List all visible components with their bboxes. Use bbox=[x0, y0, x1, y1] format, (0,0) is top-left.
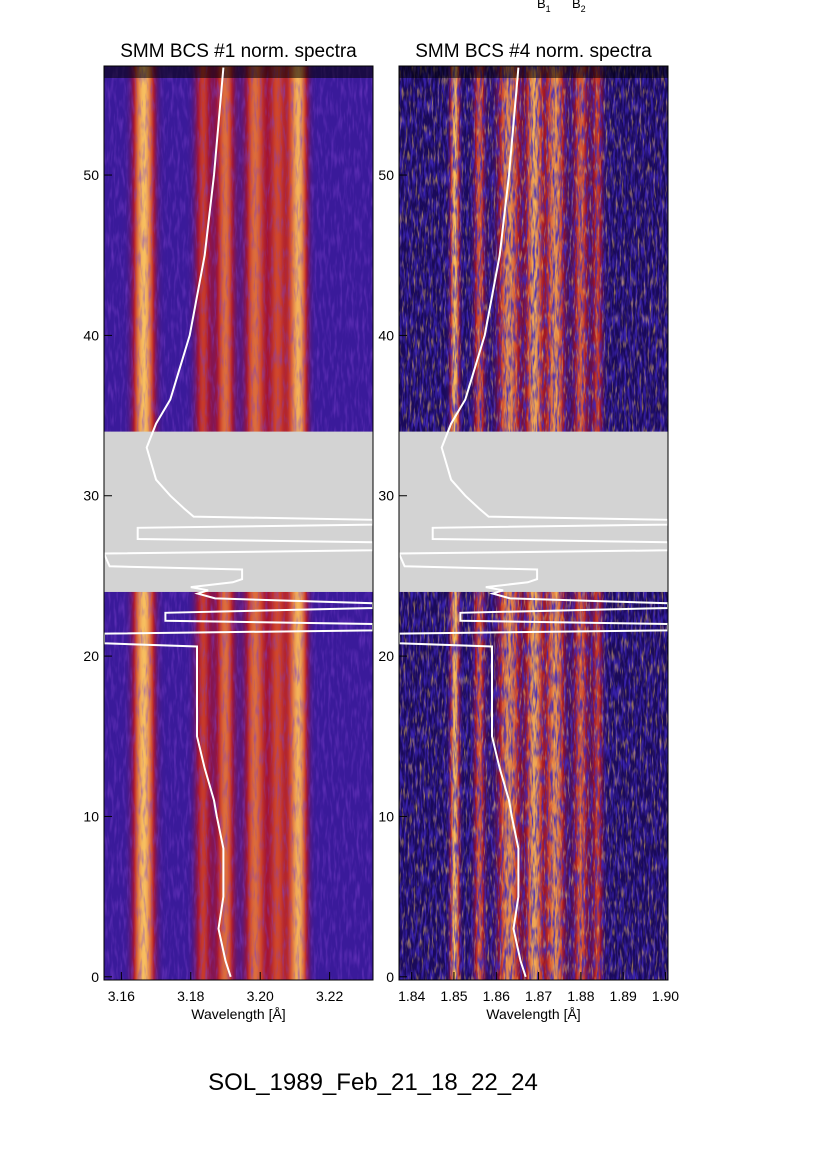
top-edge-band bbox=[399, 66, 668, 78]
x-tick-label: 3.22 bbox=[316, 988, 343, 1004]
x-tick-label: 1.89 bbox=[610, 988, 637, 1004]
y-tick-label: 0 bbox=[386, 969, 394, 985]
panel-title: SMM BCS #1 norm. spectra bbox=[120, 41, 357, 62]
y-tick-label: 40 bbox=[83, 327, 99, 343]
y-tick-label: 50 bbox=[83, 167, 99, 183]
x-tick-label: 1.84 bbox=[398, 988, 425, 1004]
x-tick-label: 3.16 bbox=[108, 988, 135, 1004]
figure-label: SOL_1989_Feb_21_18_22_24 bbox=[208, 1069, 538, 1096]
x-axis-label: Wavelength [Å] bbox=[486, 1006, 580, 1022]
x-tick-label: 3.18 bbox=[177, 988, 204, 1004]
y-tick-label: 10 bbox=[83, 808, 99, 824]
x-axis-label: Wavelength [Å] bbox=[191, 1006, 285, 1022]
b2-label: B2 bbox=[572, 0, 586, 14]
y-tick-label: 10 bbox=[378, 808, 394, 824]
y-tick-label: 30 bbox=[378, 488, 394, 504]
x-tick-label: 1.87 bbox=[525, 988, 552, 1004]
panel-1: SMM BCS #1 norm. spectra 3.16 3.18 3.20 3.22… bbox=[83, 41, 374, 1022]
x-tick-label: 1.86 bbox=[483, 988, 510, 1004]
x-tick-label: 1.88 bbox=[567, 988, 594, 1004]
b1-label: B1 bbox=[537, 0, 551, 14]
y-tick-label: 0 bbox=[91, 969, 99, 985]
x-tick-label: 1.90 bbox=[652, 988, 679, 1004]
plot-frame bbox=[103, 65, 374, 981]
panel-2: SMM BCS #4 norm. spectra 1.84 1.85 1.86 1.87… bbox=[378, 41, 679, 1022]
overlay-lightcurve bbox=[102, 67, 374, 978]
top-edge-band bbox=[104, 66, 373, 78]
y-tick-label: 50 bbox=[378, 167, 394, 183]
y-tick-label: 30 bbox=[83, 488, 99, 504]
plot-frame bbox=[398, 65, 669, 981]
x-tick-label: 1.85 bbox=[440, 988, 467, 1004]
overlay-lightcurve bbox=[397, 67, 669, 978]
y-tick-label: 20 bbox=[378, 648, 394, 664]
x-tick-label: 3.20 bbox=[247, 988, 274, 1004]
panel-title: SMM BCS #4 norm. spectra bbox=[415, 41, 652, 62]
y-tick-label: 40 bbox=[378, 327, 394, 343]
y-tick-label: 20 bbox=[83, 648, 99, 664]
